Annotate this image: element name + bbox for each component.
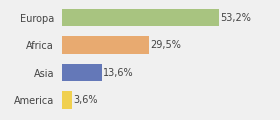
Bar xyxy=(62,64,102,81)
Text: 53,2%: 53,2% xyxy=(220,12,251,23)
Text: 13,6%: 13,6% xyxy=(103,68,134,78)
Bar xyxy=(62,36,149,54)
Bar xyxy=(62,91,72,109)
Text: 3,6%: 3,6% xyxy=(74,95,98,105)
Bar xyxy=(62,9,219,27)
Text: 29,5%: 29,5% xyxy=(150,40,181,50)
